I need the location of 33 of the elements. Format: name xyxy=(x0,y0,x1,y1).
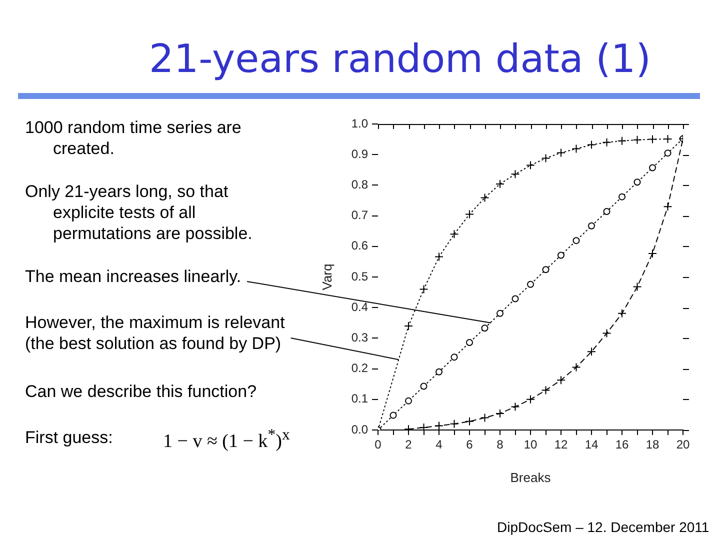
text: First guess: xyxy=(25,428,113,447)
y-tick-label: 0.1 xyxy=(351,392,368,406)
y-tick-label: 0.4 xyxy=(351,300,368,314)
x-tick-label: 12 xyxy=(554,438,568,452)
text: DipDocSem – 12. December 2011 xyxy=(497,519,710,535)
y-tick-label: 0.5 xyxy=(351,269,368,284)
text: Only 21-years long, so that explicite tests of all permutations are possible. xyxy=(25,182,252,243)
x-tick-label: 0 xyxy=(374,438,382,452)
annotation: The mean increases linearly. xyxy=(25,267,242,286)
x-tick-label: 2 xyxy=(405,438,412,452)
x-tick-label: 16 xyxy=(615,438,629,452)
x-axis-title: Breaks xyxy=(510,470,552,485)
y-tick-label: 0.3 xyxy=(351,330,368,345)
y-tick-label: 1.0 xyxy=(351,116,368,130)
y-tick-label: 0.0 xyxy=(351,422,368,436)
y-tick-label: 0.2 xyxy=(351,361,368,376)
chart-title: 21-years random data (1) xyxy=(148,37,652,83)
x-tick-label: 14 xyxy=(584,438,598,452)
y-tick-label: 0.7 xyxy=(351,208,368,222)
x-tick-label: 18 xyxy=(646,438,660,452)
y-tick-label: 0.8 xyxy=(351,178,368,192)
y-tick-label: 0.9 xyxy=(351,146,368,161)
x-tick-label: 4 xyxy=(436,438,443,452)
y-tick-label: 0.6 xyxy=(351,238,368,253)
x-tick-label: 20 xyxy=(676,438,690,452)
annotation: However, the maximum is relevant (the best solution as found by DP) xyxy=(25,313,285,353)
text: Can we describe this function? xyxy=(25,382,257,401)
text: 1000 random time series are created. xyxy=(25,118,242,158)
x-tick-label: 8 xyxy=(496,438,504,452)
text: 1 − v ≈ (1 − k$^{*}$)$^{x}$ xyxy=(163,427,290,452)
y-axis-title: Varq xyxy=(319,264,334,290)
x-tick-label: 6 xyxy=(466,438,474,452)
x-tick-label: 10 xyxy=(524,438,538,452)
